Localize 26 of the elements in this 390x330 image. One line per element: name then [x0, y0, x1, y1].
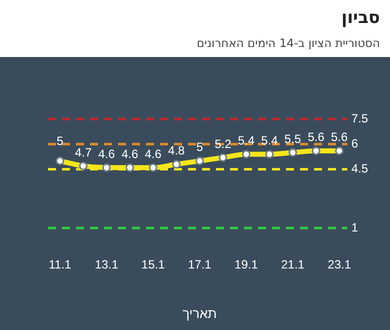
- y-tick-label: 4.5: [351, 162, 368, 176]
- chart-subtitle: הסטוריית הציון ב-14 הימים האחרונים: [196, 35, 381, 52]
- data-label: 4.6: [121, 146, 138, 161]
- y-tick-label: 6: [351, 136, 358, 150]
- data-label: 5.5: [284, 132, 302, 146]
- x-tick-label: 15.1: [141, 258, 166, 272]
- x-tick-label: 17.1: [188, 258, 212, 272]
- x-axis-title: תאריך: [182, 306, 217, 321]
- chart-title: סביון: [340, 7, 381, 30]
- data-label: 5.4: [238, 134, 255, 148]
- data-label: 5.2: [214, 136, 232, 151]
- data-label: 5: [196, 140, 204, 154]
- data-label: 4.7: [74, 145, 92, 160]
- data-label: 5.6: [330, 130, 348, 144]
- data-label: 4.8: [168, 144, 186, 158]
- x-tick-label: 13.1: [94, 258, 119, 272]
- x-tick-label: 11.1: [48, 258, 72, 272]
- y-tick-label: 1: [351, 220, 358, 234]
- data-label: 5.6: [308, 130, 325, 144]
- data-label: 5: [56, 134, 64, 148]
- y-tick-label: 7.5: [351, 111, 368, 126]
- x-tick-label: 19.1: [234, 258, 258, 272]
- x-tick-label: 23.1: [328, 258, 352, 272]
- data-label: 4.6: [144, 146, 162, 161]
- data-label: 4.6: [98, 146, 116, 161]
- x-tick-label: 21.1: [281, 258, 305, 272]
